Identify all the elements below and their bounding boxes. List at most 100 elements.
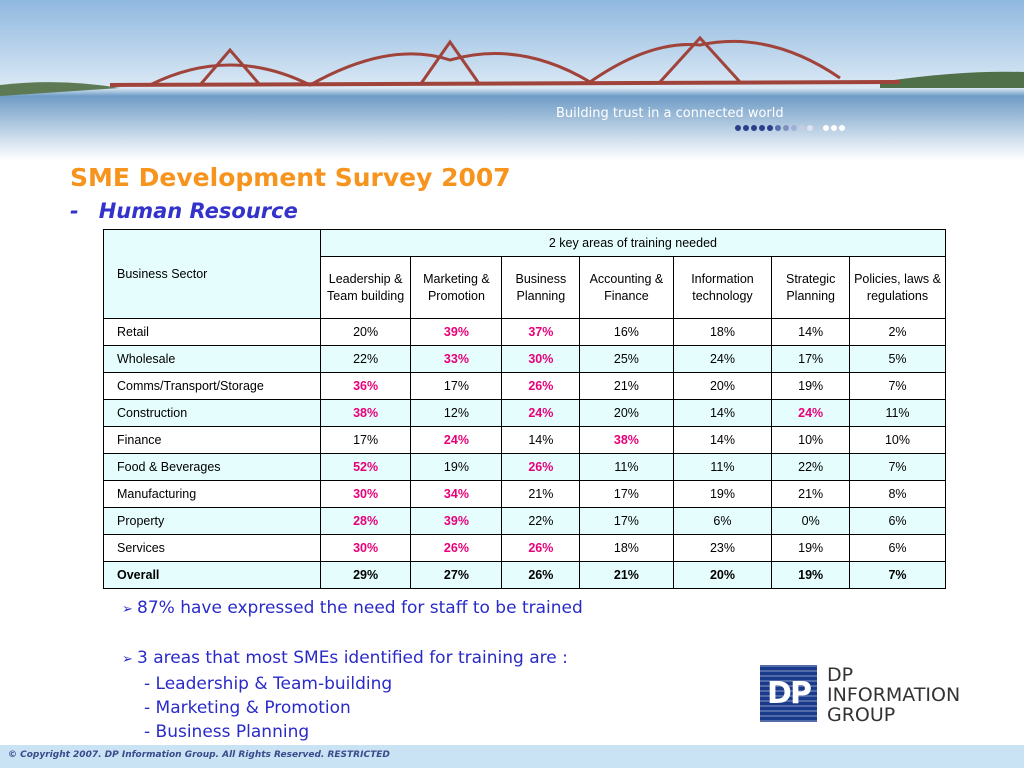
value-cell: 26%: [501, 372, 581, 400]
value-cell: 8%: [849, 480, 946, 508]
value-cell: 24%: [672, 345, 773, 373]
value-cell: 17%: [579, 507, 674, 535]
value-cell: 6%: [672, 507, 773, 535]
sector-cell: Food & Beverages: [103, 453, 321, 481]
value-cell: 22%: [319, 345, 412, 373]
value-cell: 24%: [771, 399, 851, 427]
header-row: Leadership & Team building Marketing & Pr…: [103, 256, 946, 319]
value-cell: 27%: [410, 561, 503, 589]
bullet-text: 87% have expressed the need for staff to…: [122, 598, 583, 618]
value-cell: 17%: [579, 480, 674, 508]
sector-cell: Wholesale: [103, 345, 321, 373]
table-row: Food & Beverages 52% 19% 26% 11% 11% 22% 7%: [103, 453, 946, 481]
bullet-item: - Marketing & Promotion: [144, 698, 351, 718]
value-cell: 22%: [771, 453, 851, 481]
value-cell: 39%: [410, 318, 503, 346]
value-cell: 37%: [501, 318, 581, 346]
value-cell: 26%: [410, 534, 503, 562]
value-cell: 18%: [579, 534, 674, 562]
value-cell: 19%: [771, 534, 851, 562]
value-cell: 12%: [410, 399, 503, 427]
footer: © Copyright 2007. DP Information Group. …: [0, 745, 1024, 768]
value-cell: 6%: [849, 507, 946, 535]
value-cell: 14%: [771, 318, 851, 346]
value-cell: 30%: [319, 480, 412, 508]
table-row: Property 28% 39% 22% 17% 6% 0% 6%: [103, 507, 946, 535]
bullet-item: - Business Planning: [144, 722, 310, 742]
title: SME Development Survey 2007: [70, 163, 511, 192]
banner: [0, 0, 1024, 160]
value-cell: 22%: [501, 507, 581, 535]
sector-cell: Manufacturing: [103, 480, 321, 508]
survey-table: Business Sector 2 key areas of training n…: [103, 229, 947, 589]
value-cell: 39%: [410, 507, 503, 535]
logo-line: GROUP: [827, 704, 896, 726]
sector-cell: Finance: [103, 426, 321, 454]
sector-cell: Retail: [103, 318, 321, 346]
table-row: Comms/Transport/Storage 36% 17% 26% 21% 20% 19…: [103, 372, 946, 400]
value-cell: 14%: [501, 426, 581, 454]
table-row: Finance 17% 24% 14% 38% 14% 10% 10%: [103, 426, 946, 454]
bullets: 87% have expressed the need for staff to…: [122, 596, 583, 768]
value-cell: 38%: [579, 426, 674, 454]
value-cell: 10%: [771, 426, 851, 454]
value-cell: 14%: [672, 399, 773, 427]
value-cell: 19%: [771, 372, 851, 400]
value-cell: 24%: [501, 399, 581, 427]
sector-cell: Property: [103, 507, 321, 535]
value-cell: 20%: [319, 318, 412, 346]
subtitle-dash: -: [70, 199, 79, 223]
value-cell: 20%: [672, 561, 773, 589]
subtitle-block: - Human Resource: [70, 199, 298, 223]
table-row: Services 30% 26% 26% 18% 23% 19% 6%: [103, 534, 946, 562]
bullet: 3 areas that most SMEs identified for tr…: [122, 646, 583, 744]
sector-cell: Services: [103, 534, 321, 562]
value-cell: 28%: [319, 507, 412, 535]
value-cell: 24%: [410, 426, 503, 454]
column-header: Marketing & Promotion: [410, 256, 503, 319]
value-cell: 17%: [771, 345, 851, 373]
header-row: Business Sector 2 key areas of training n…: [103, 229, 947, 319]
value-cell: 38%: [319, 399, 412, 427]
column-header: Business Planning: [501, 256, 581, 319]
value-cell: 21%: [501, 480, 581, 508]
copyright: © Copyright 2007. DP Information Group. …: [8, 750, 390, 760]
value-cell: 2%: [849, 318, 946, 346]
value-cell: 36%: [319, 372, 412, 400]
value-cell: 17%: [319, 426, 412, 454]
value-cell: 19%: [771, 561, 851, 589]
value-cell: 21%: [771, 480, 851, 508]
table-row: Manufacturing 30% 34% 21% 17% 19% 21% 8%: [103, 480, 946, 508]
sector-cell: Comms/Transport/Storage: [103, 372, 321, 400]
value-cell: 7%: [849, 453, 946, 481]
column-header: Leadership & Team building: [319, 256, 412, 319]
value-cell: 6%: [849, 534, 946, 562]
logo-mark: DP: [760, 665, 817, 722]
logo-line: INFORMATION: [827, 684, 961, 706]
value-cell: 11%: [849, 399, 946, 427]
logo-text: DP INFORMATION GROUP: [827, 665, 960, 725]
value-cell: 26%: [501, 453, 581, 481]
column-header: Strategic Planning: [771, 256, 851, 319]
logo: DP DP INFORMATION GROUP: [760, 665, 960, 725]
value-cell: 10%: [849, 426, 946, 454]
value-cell: 29%: [319, 561, 412, 589]
table-row: Retail 20% 39% 37% 16% 18% 14% 2%: [103, 318, 946, 346]
value-cell: 16%: [579, 318, 674, 346]
value-cell: 18%: [672, 318, 773, 346]
value-cell: 25%: [579, 345, 674, 373]
value-cell: 26%: [501, 561, 581, 589]
value-cell: 7%: [849, 372, 946, 400]
value-cell: 11%: [672, 453, 773, 481]
bullet-item: - Leadership & Team-building: [144, 674, 393, 694]
value-cell: 21%: [579, 561, 674, 589]
column-header: Accounting & Finance: [579, 256, 674, 319]
bullet-text: 3 areas that most SMEs identified for tr…: [122, 648, 568, 668]
value-cell: 17%: [410, 372, 503, 400]
table-row: Construction 38% 12% 24% 20% 14% 24% 11%: [103, 399, 946, 427]
column-header: Information technology: [672, 256, 773, 319]
value-cell: 11%: [579, 453, 674, 481]
value-cell: 21%: [579, 372, 674, 400]
value-cell: 26%: [501, 534, 581, 562]
